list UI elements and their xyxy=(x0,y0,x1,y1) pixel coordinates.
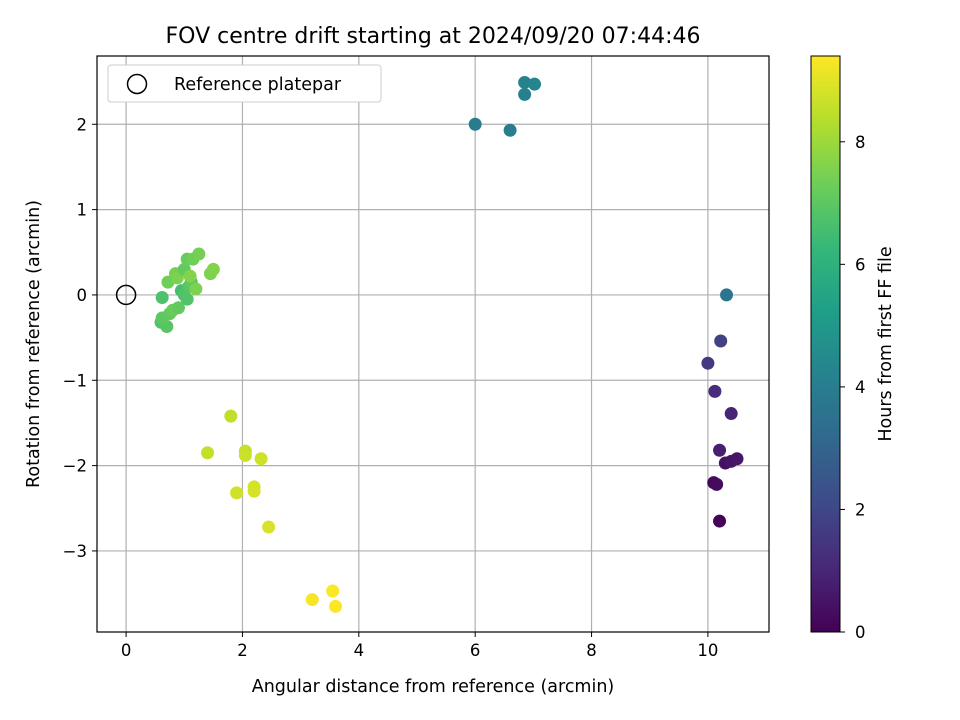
colorbar-tick-label: 4 xyxy=(855,378,866,397)
data-point xyxy=(720,288,734,302)
data-point xyxy=(254,452,268,466)
y-tick-label: 2 xyxy=(77,115,88,134)
data-point xyxy=(224,409,238,423)
data-point xyxy=(503,123,517,137)
colorbar-tick-label: 6 xyxy=(855,255,866,274)
legend-entry-reference-platepar: Reference platepar xyxy=(174,75,342,95)
data-point xyxy=(468,117,482,131)
y-ticks: 2 1 0 −1 −2 −3 xyxy=(63,115,97,561)
x-ticks: 0 2 4 6 8 10 xyxy=(121,632,718,660)
data-point xyxy=(183,269,197,283)
reference-platepar-marker xyxy=(115,284,137,306)
data-point xyxy=(518,87,532,101)
data-point xyxy=(262,520,276,534)
x-tick-label: 2 xyxy=(237,641,248,660)
data-point xyxy=(528,77,542,91)
data-point xyxy=(701,356,715,370)
reference-marker-group xyxy=(115,284,137,306)
grid-lines xyxy=(97,56,769,632)
data-points xyxy=(154,75,744,613)
y-tick-label: −3 xyxy=(63,542,87,561)
plot-area-background xyxy=(97,56,769,632)
data-point xyxy=(155,290,169,304)
data-point xyxy=(180,292,194,306)
data-point xyxy=(329,599,343,613)
x-tick-label: 0 xyxy=(121,641,132,660)
y-tick-label: −2 xyxy=(63,457,87,476)
colorbar-tick-label: 8 xyxy=(855,133,866,152)
y-tick-label: 1 xyxy=(77,201,88,220)
data-point xyxy=(518,75,532,89)
colorbar-tick-label: 0 xyxy=(855,623,866,642)
legend-box xyxy=(107,64,382,103)
y-tick-label: 0 xyxy=(77,286,88,305)
data-point xyxy=(238,448,252,462)
data-point xyxy=(710,477,724,491)
data-point xyxy=(326,584,340,598)
plot-frame xyxy=(96,55,770,633)
x-tick-label: 10 xyxy=(697,641,718,660)
data-point xyxy=(206,262,220,276)
data-point xyxy=(171,301,185,315)
x-axis-label: Angular distance from reference (arcmin) xyxy=(252,677,615,697)
colorbar-label: Hours from first FF file xyxy=(876,246,896,441)
data-point xyxy=(713,443,727,457)
data-point xyxy=(192,247,206,261)
x-tick-label: 8 xyxy=(586,641,597,660)
data-point xyxy=(713,514,727,528)
legend-marker-icon xyxy=(126,73,148,95)
data-point xyxy=(714,334,728,348)
colorbar: 0 2 4 6 8 Hours from first FF file xyxy=(810,55,896,642)
colorbar-tick-label: 2 xyxy=(855,500,866,519)
data-point xyxy=(305,593,319,607)
colorbar-gradient xyxy=(810,55,841,633)
data-point xyxy=(730,452,744,466)
x-tick-label: 6 xyxy=(470,641,481,660)
y-tick-label: −1 xyxy=(63,371,87,390)
data-point xyxy=(201,446,215,460)
colorbar-ticks: 0 2 4 6 8 xyxy=(840,133,866,642)
data-point xyxy=(724,407,738,421)
y-axis-label: Rotation from reference (arcmin) xyxy=(24,200,44,488)
data-point xyxy=(708,384,722,398)
data-point xyxy=(230,486,244,500)
chart-title: FOV centre drift starting at 2024/09/20 … xyxy=(166,24,701,49)
data-point xyxy=(189,282,203,296)
data-point xyxy=(247,484,261,498)
x-tick-label: 4 xyxy=(354,641,365,660)
legend: Reference platepar xyxy=(107,64,382,103)
